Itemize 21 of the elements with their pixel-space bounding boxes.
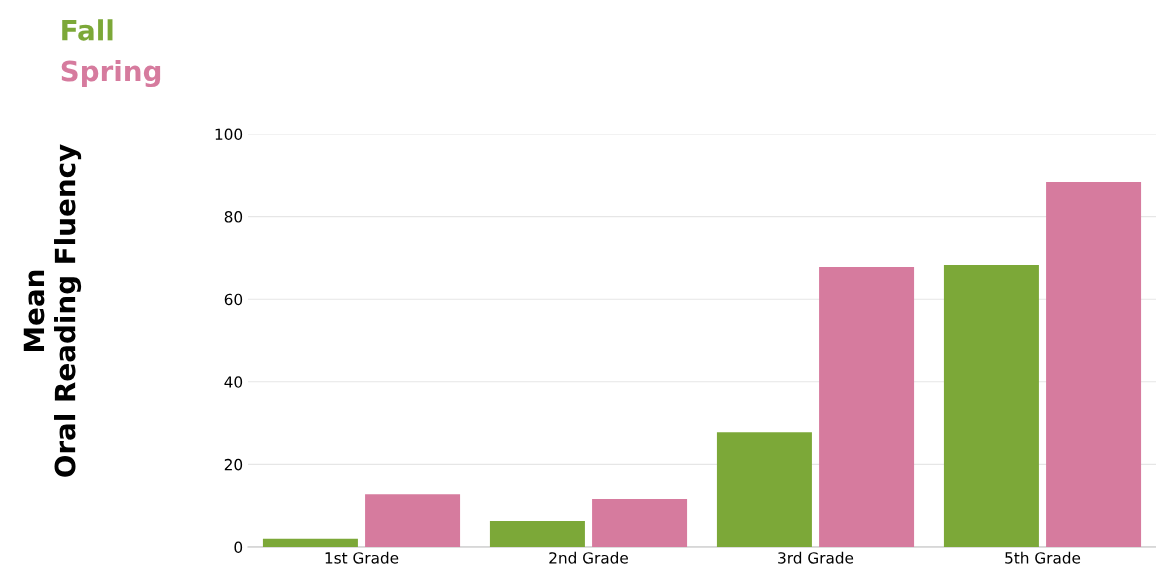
y-tick-label: 20	[224, 458, 243, 471]
x-tick-label: 1st Grade	[325, 551, 399, 564]
y-tick-label: 60	[224, 293, 243, 306]
text: Spring	[61, 60, 161, 88]
x-tick-label: 3rd Grade	[778, 551, 854, 564]
bar	[819, 266, 915, 547]
y-tick-label: 40	[224, 376, 243, 388]
x-tick-label: 2nd Grade	[549, 551, 628, 564]
bar	[489, 520, 585, 547]
y-tick-label: 80	[224, 211, 243, 223]
bar	[262, 538, 358, 547]
y-tick-label: 0	[234, 541, 243, 554]
x-tick-label: 5th Grade	[1005, 551, 1081, 564]
bar	[592, 499, 688, 547]
y-tick-label: 100	[215, 128, 243, 141]
bar	[716, 432, 812, 547]
text: Fall	[62, 19, 113, 41]
bar	[1046, 181, 1142, 547]
bar	[365, 494, 461, 547]
bar	[943, 264, 1039, 547]
y-axis-title: Mean Oral Reading Fluency	[23, 144, 82, 477]
